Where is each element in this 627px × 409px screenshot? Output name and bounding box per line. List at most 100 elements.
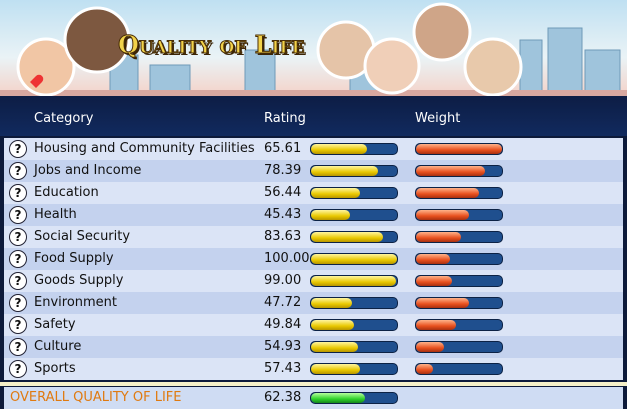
column-header: Weight [415, 111, 461, 126]
rating-value: 78.39 [264, 163, 302, 178]
column-header: Category [34, 111, 94, 126]
weight-track [415, 319, 503, 331]
help-button[interactable]: ? [9, 294, 27, 312]
rating-value: 45.43 [264, 207, 302, 222]
category-name: Sports [34, 361, 76, 376]
weight-bar [416, 188, 479, 198]
table-row: ? Housing and Community Facilities 65.61 [4, 138, 623, 160]
category-name: Social Security [34, 229, 131, 244]
weight-bar [416, 298, 470, 308]
table-row: ? Health 45.43 [4, 204, 623, 226]
category-name: Safety [34, 317, 76, 332]
category-name: Jobs and Income [34, 163, 142, 178]
separator [0, 382, 627, 386]
category-name: Goods Supply [34, 273, 124, 288]
rating-track [310, 253, 398, 265]
category-name: Culture [34, 339, 82, 354]
weight-track [415, 253, 503, 265]
weight-track [415, 165, 503, 177]
rating-track [310, 165, 398, 177]
category-name: Health [34, 207, 77, 222]
weight-bar [416, 364, 434, 374]
rating-track [310, 275, 398, 287]
weight-bar [416, 254, 451, 264]
rating-track [310, 209, 398, 221]
table-row: ? Jobs and Income 78.39 [4, 160, 623, 182]
weight-track [415, 363, 503, 375]
rating-value: 83.63 [264, 229, 302, 244]
rating-value: 49.84 [264, 317, 302, 332]
weight-bar [416, 342, 444, 352]
table-header [0, 96, 627, 136]
weight-bar [416, 210, 470, 220]
column-header: Rating [264, 111, 306, 126]
weight-bar [416, 276, 453, 286]
table-row: ? Environment 47.72 [4, 292, 623, 314]
table-row: ? Safety 49.84 [4, 314, 623, 336]
overall-rating-bar [311, 393, 365, 403]
help-button[interactable]: ? [9, 206, 27, 224]
table-row: ? Culture 54.93 [4, 336, 623, 358]
rating-value: 54.93 [264, 339, 302, 354]
category-name: Housing and Community Facilities [34, 141, 255, 156]
overall-rating: 62.38 [264, 390, 302, 405]
title: Quality of Life [118, 30, 306, 60]
rating-track [310, 363, 398, 375]
weight-bar [416, 320, 457, 330]
rating-bar [311, 144, 368, 154]
weight-track [415, 209, 503, 221]
help-button[interactable]: ? [9, 272, 27, 290]
rating-bar [311, 298, 353, 308]
rating-bar [311, 320, 354, 330]
weight-bar [416, 144, 502, 154]
rating-track [310, 187, 398, 199]
help-button[interactable]: ? [9, 140, 27, 158]
table-row: ? Education 56.44 [4, 182, 623, 204]
rating-value: 47.72 [264, 295, 302, 310]
rating-value: 100.00 [264, 251, 310, 266]
category-name: Food Supply [34, 251, 114, 266]
weight-bar [416, 166, 485, 176]
help-button[interactable]: ? [9, 360, 27, 378]
overall-row: OVERALL QUALITY OF LIFE 62.38 [4, 387, 623, 409]
rating-track [310, 297, 398, 309]
overall-label: OVERALL QUALITY OF LIFE [10, 390, 182, 405]
weight-track [415, 143, 503, 155]
rating-value: 99.00 [264, 273, 302, 288]
category-name: Environment [34, 295, 118, 310]
rating-bar [311, 276, 397, 286]
rating-bar [311, 188, 360, 198]
help-button[interactable]: ? [9, 228, 27, 246]
help-button[interactable]: ? [9, 162, 27, 180]
rating-bar [311, 232, 383, 242]
rating-bar [311, 210, 351, 220]
weight-bar [416, 232, 461, 242]
weight-track [415, 275, 503, 287]
rating-value: 65.61 [264, 141, 302, 156]
category-name: Education [34, 185, 99, 200]
help-button[interactable]: ? [9, 316, 27, 334]
help-button[interactable]: ? [9, 184, 27, 202]
rating-track [310, 392, 398, 404]
rating-bar [311, 364, 361, 374]
help-button[interactable]: ? [9, 250, 27, 268]
weight-track [415, 297, 503, 309]
rating-value: 56.44 [264, 185, 302, 200]
weight-track [415, 341, 503, 353]
rating-track [310, 231, 398, 243]
help-button[interactable]: ? [9, 338, 27, 356]
banner [0, 0, 627, 96]
weight-track [415, 231, 503, 243]
rating-track [310, 341, 398, 353]
rating-bar [311, 254, 397, 264]
table-row: ? Goods Supply 99.00 [4, 270, 623, 292]
rating-bar [311, 342, 359, 352]
rating-value: 57.43 [264, 361, 302, 376]
rating-track [310, 143, 398, 155]
table-row: ? Sports 57.43 [4, 358, 623, 380]
table-row: ? Social Security 83.63 [4, 226, 623, 248]
rating-bar [311, 166, 379, 176]
rating-track [310, 319, 398, 331]
weight-track [415, 187, 503, 199]
